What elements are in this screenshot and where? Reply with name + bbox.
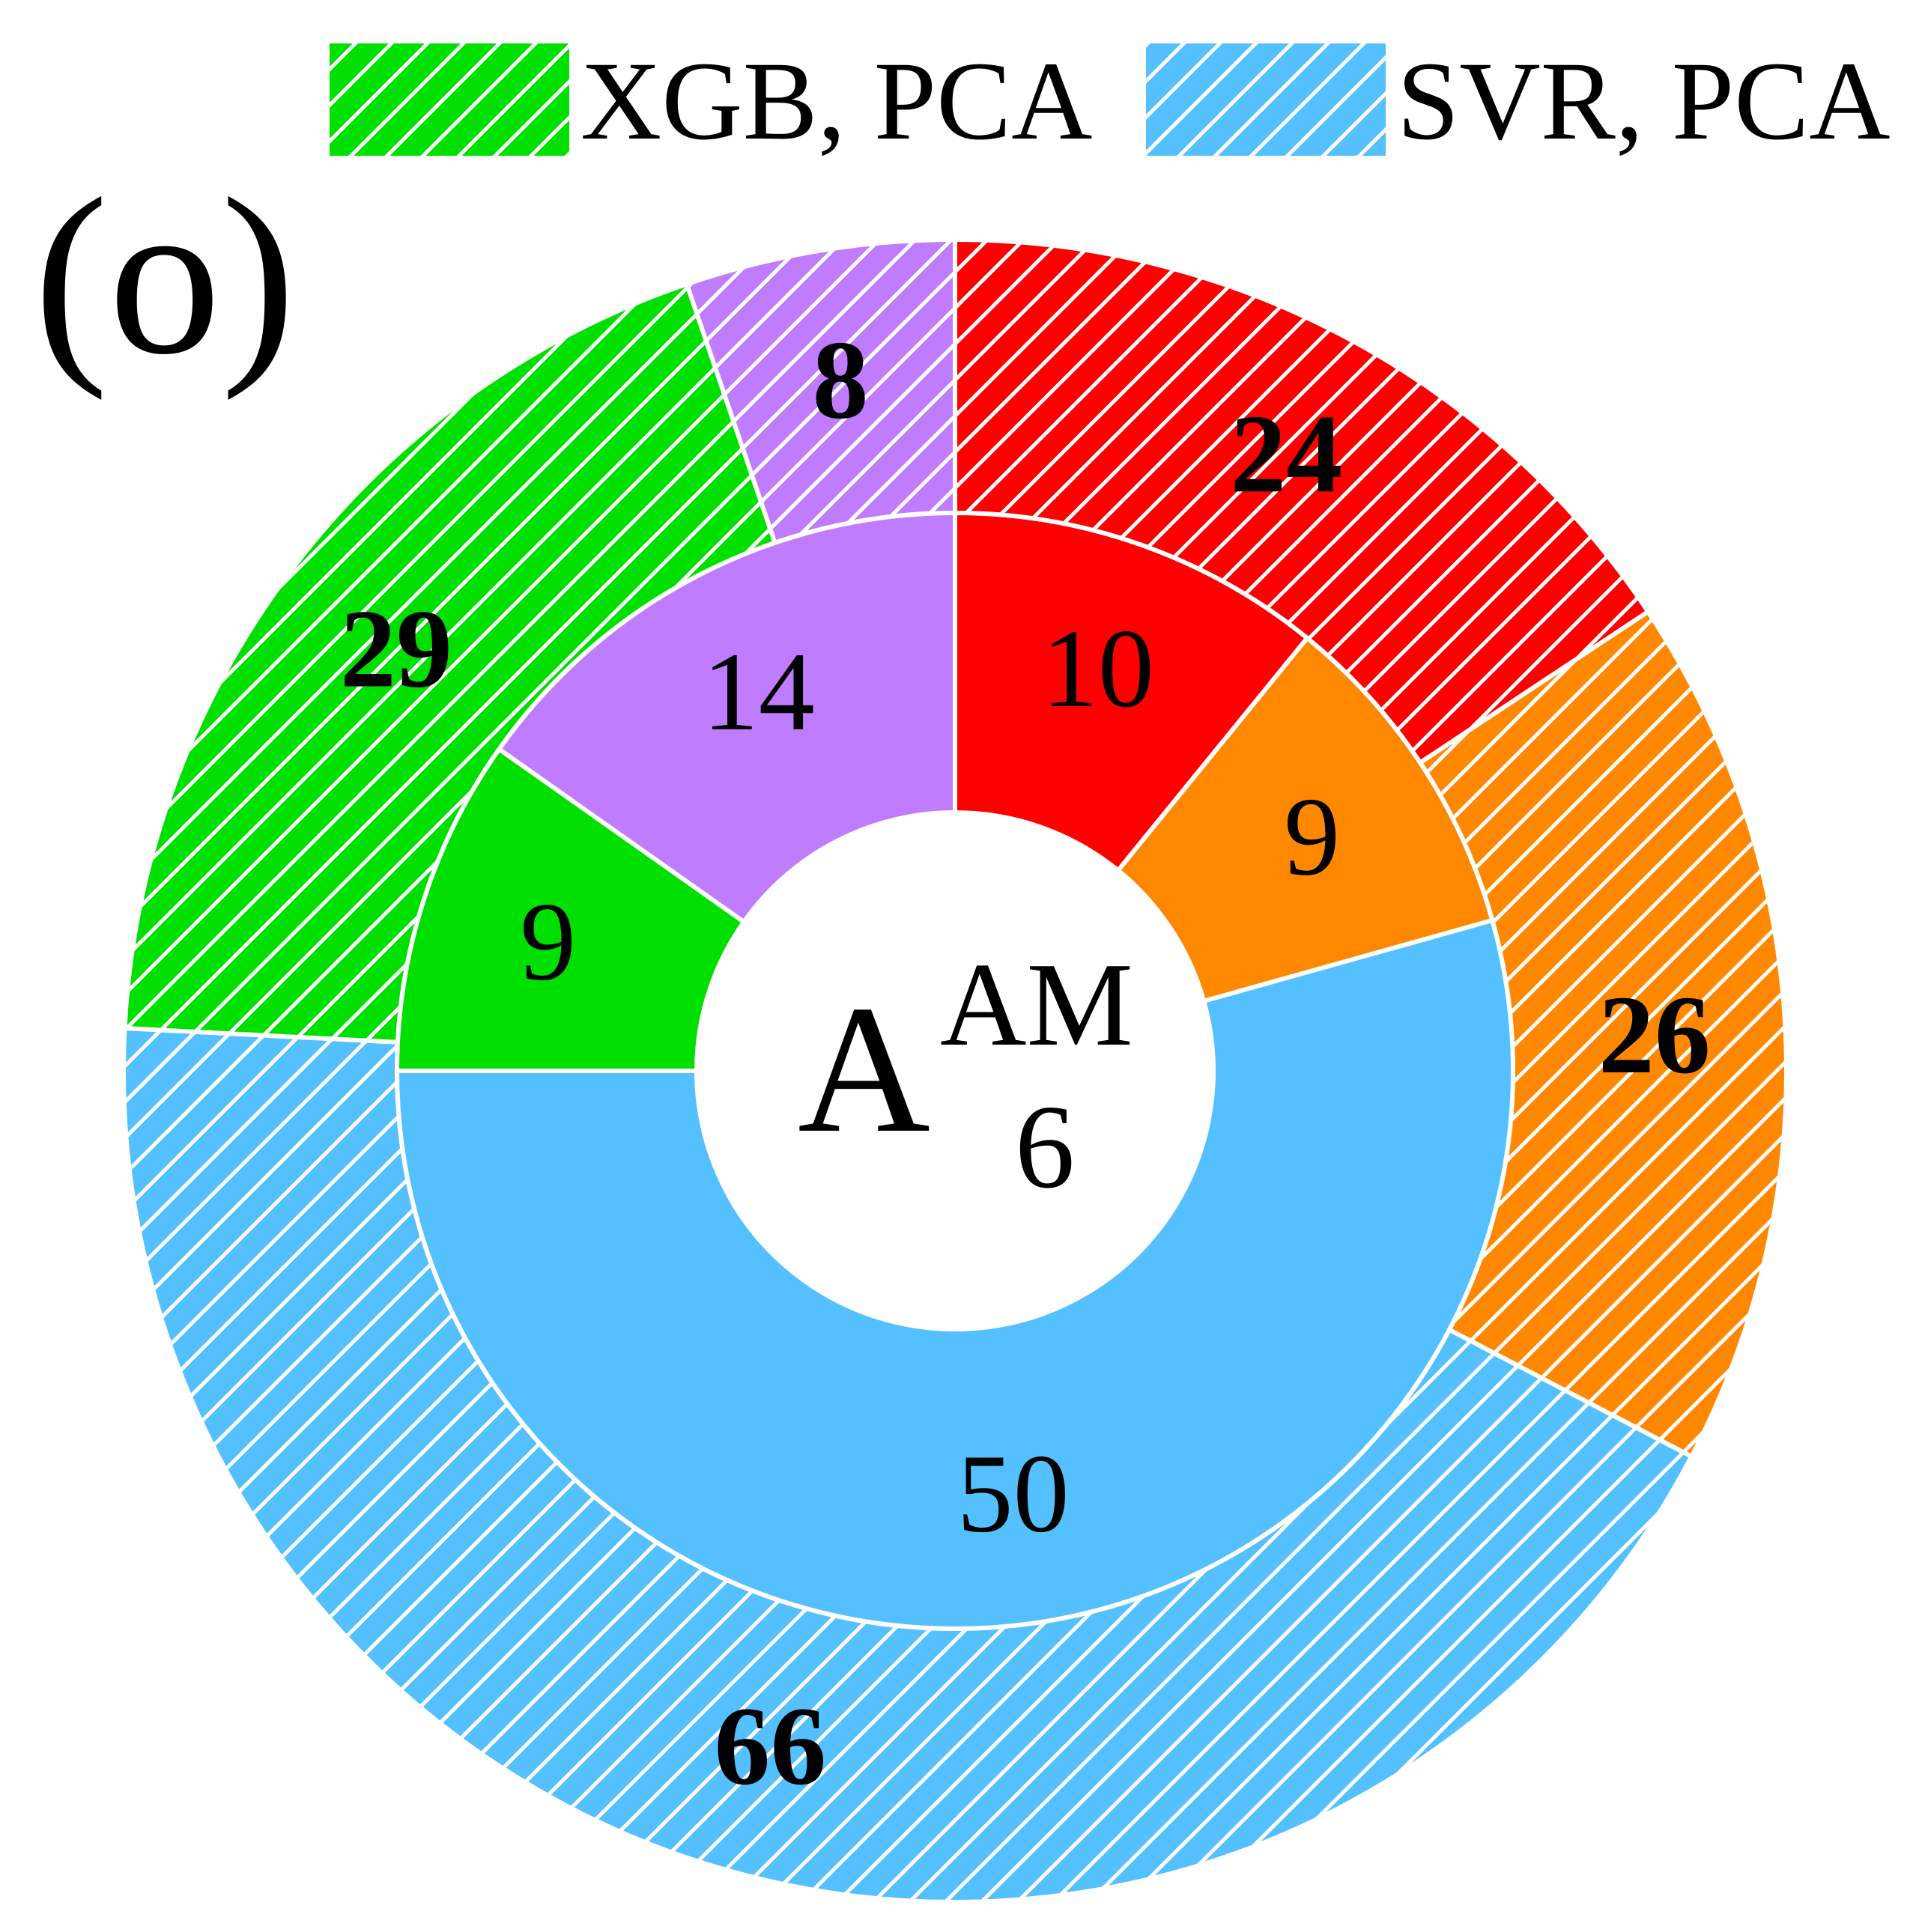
legend-swatch-svr-pca [1146,43,1386,156]
legend-label-xgb-pca: XGB, PCA [580,39,1093,163]
center-label: A AM 6 [798,938,1133,1213]
outer-label-0: 24 [1230,392,1342,516]
legend: XGB, PCA SVR, PCA [330,39,1891,163]
inner-slice-0 [953,510,1311,874]
inner-label-4: 14 [703,630,815,754]
panel-label: (o) [34,152,296,401]
outer-label-1: 26 [1598,973,1711,1097]
inner-slice-3 [394,746,748,1073]
legend-swatch-xgb-pca [330,43,569,156]
outer-ring [121,237,1789,1904]
inner-ring [394,510,1515,1631]
slice-labels: 24 26 66 29 8 10 9 50 9 14 [340,318,1711,1808]
inner-slice-2 [394,917,1515,1631]
outer-label-2: 66 [714,1684,826,1808]
inner-slice-4 [496,510,957,926]
inner-label-2: 50 [957,1432,1070,1556]
inner-label-0: 10 [1042,607,1154,731]
center-subscript: 6 [1015,1080,1075,1213]
outer-label-4: 8 [813,318,869,443]
legend-label-svr-pca: SVR, PCA [1397,39,1891,163]
inner-label-3: 9 [520,880,576,1004]
outer-label-3: 29 [340,587,452,711]
inner-label-1: 9 [1284,774,1340,899]
center-superscript: AM [940,938,1133,1071]
inner-slice-1 [1115,634,1496,1004]
center-main: A [798,967,930,1170]
